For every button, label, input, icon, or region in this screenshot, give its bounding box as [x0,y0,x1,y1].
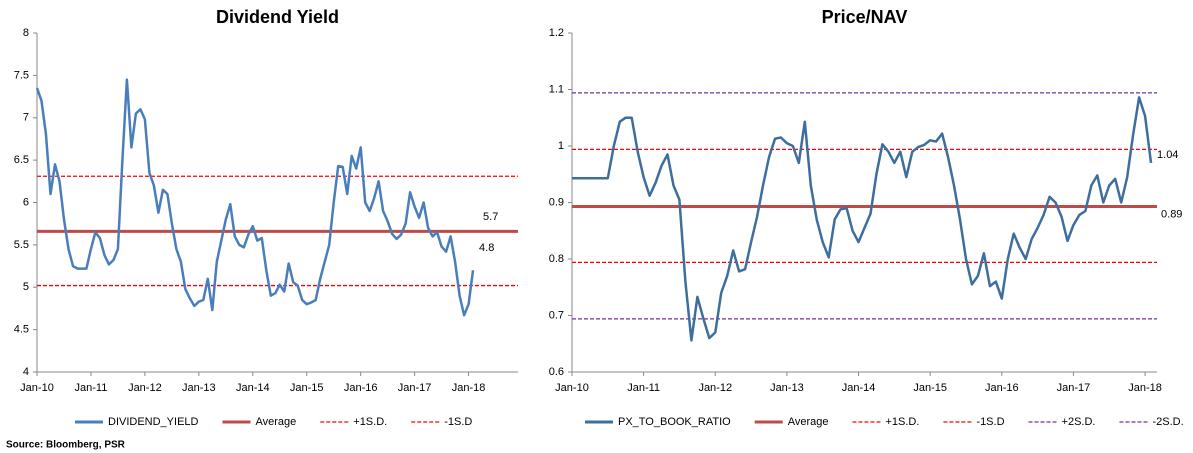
x-tick-label: Jan-17 [1057,382,1091,394]
x-tick-label: Jan-15 [913,382,947,394]
x-tick-label: Jan-11 [75,382,108,394]
legend-label: Average [788,416,829,428]
y-tick-label: 7 [23,112,29,124]
y-tick-label: 0.7 [549,309,564,321]
y-tick-label: 4 [23,366,29,378]
y-tick-label: 6 [23,196,29,208]
x-tick-label: Jan-13 [182,382,216,394]
y-tick-label: 8 [23,27,29,39]
legend-label: -2S.D. [1152,416,1183,428]
y-tick-label: 6.5 [14,154,29,166]
x-tick-label: Jan-16 [985,382,1019,394]
x-tick-label: Jan-13 [770,382,804,394]
y-tick-label: 0.8 [549,253,564,265]
x-tick-label: Jan-14 [236,382,270,394]
data-line [572,96,1153,342]
y-tick-label: 0.9 [549,196,564,208]
annotation: 4.8 [479,242,494,254]
reference-label: 0.89 [1161,208,1182,220]
y-tick-label: 5 [23,281,29,293]
legend-label: Average [255,416,296,428]
x-tick-label: Jan-12 [698,382,732,394]
y-tick-label: 0.6 [549,366,564,378]
y-tick-label: 1.1 [549,83,564,95]
x-tick-label: Jan-10 [555,382,589,394]
legend-label: -1S.D [976,416,1004,428]
annotation: 1.04 [1157,149,1178,161]
x-tick-label: Jan-14 [842,382,876,394]
reference-label: 5.7 [483,211,498,223]
source: Source: Bloomberg, PSR [6,440,126,451]
x-tick-label: Jan-12 [128,382,162,394]
x-tick-label: Jan-10 [20,382,54,394]
y-tick-label: 1.2 [549,27,564,39]
legend-label: -1S.D [444,416,472,428]
legend-label: +2S.D. [1062,416,1096,428]
y-tick-label: 4.5 [14,324,29,336]
x-tick-label: Jan-15 [290,382,324,394]
legend-label: PX_TO_BOOK_RATIO [618,416,731,428]
x-tick-label: Jan-17 [398,382,432,394]
chart-title: Dividend Yield [216,7,339,27]
x-tick-label: Jan-11 [627,382,660,394]
x-tick-label: Jan-16 [344,382,378,394]
x-tick-label: Jan-18 [452,382,486,394]
y-tick-label: 7.5 [14,69,29,81]
legend-label: +1S.D. [885,416,919,428]
legend-label: DIVIDEND_YIELD [108,416,199,428]
legend-label: +1S.D. [353,416,387,428]
y-tick-label: 1 [558,140,564,152]
y-tick-label: 5.5 [14,239,29,251]
data-line [35,78,475,317]
x-tick-label: Jan-18 [1128,382,1162,394]
chart-title: Price/NAV [822,7,908,27]
